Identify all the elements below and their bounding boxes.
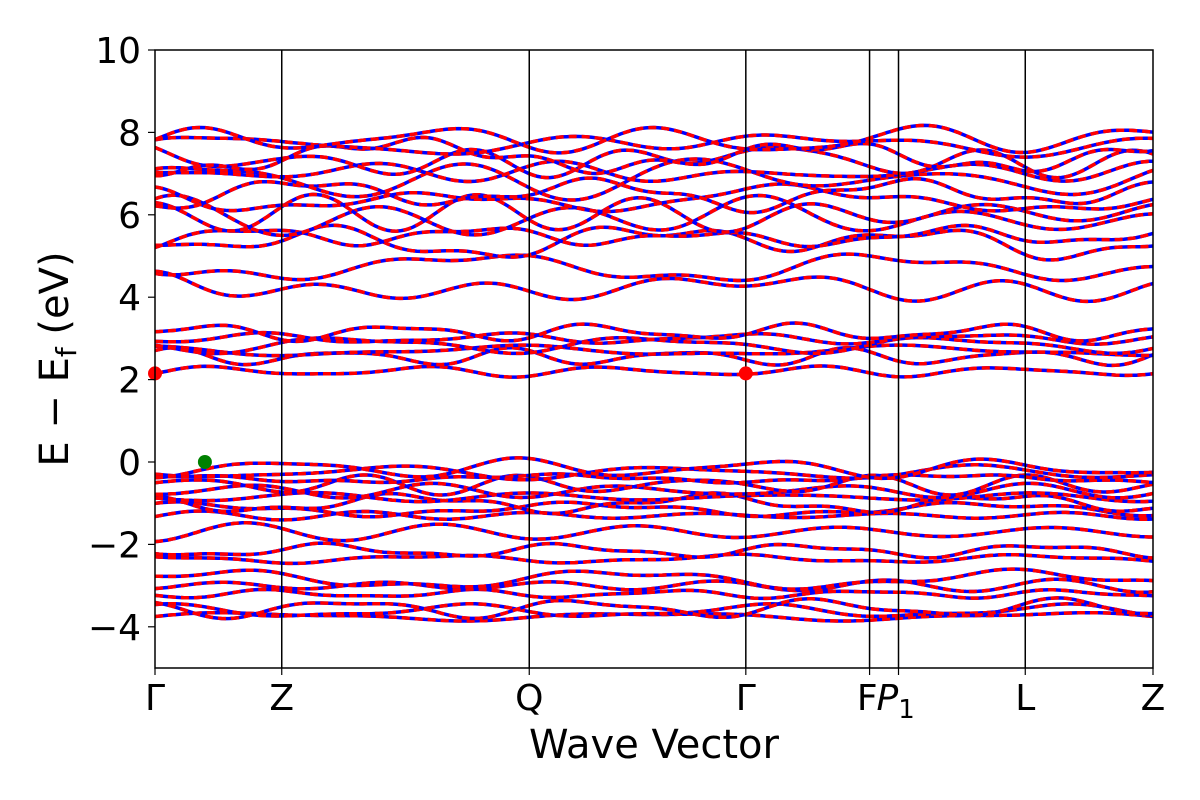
plot-frame (154, 49, 1154, 669)
valence-band-maximum-marker (197, 455, 212, 469)
band-line-red (155, 330, 1153, 346)
x-tick-label: Z (269, 678, 294, 719)
kpoint-lines (280, 50, 1027, 668)
band-line-red (155, 176, 1153, 215)
band-line-red (155, 577, 1153, 595)
band-line-red (155, 145, 1153, 180)
band-line-red (155, 463, 1153, 482)
bands-layer (155, 123, 1153, 623)
band-line-red (155, 481, 1153, 500)
band-line-red (155, 541, 1153, 560)
band-line-red (155, 123, 1153, 155)
x-tick-label: Z (1141, 678, 1166, 719)
band-line-red (155, 157, 1153, 202)
band-line-red (155, 521, 1153, 544)
band-line-red (155, 500, 1153, 519)
band-line-red (155, 269, 1153, 304)
band-line-red (155, 192, 1153, 234)
band-line-red (155, 364, 1153, 379)
y-tick-label: 4 (118, 278, 141, 319)
band-line-red (155, 223, 1153, 250)
band-line-red (155, 182, 1153, 214)
y-tick-label: 8 (118, 113, 141, 154)
band-line-red (155, 552, 1153, 566)
y-axis: −4 −2 0 2 4 6 8 10 (88, 31, 155, 649)
band-line-red (155, 335, 1153, 356)
band-line-blue (155, 145, 1153, 180)
y-tick-label: 6 (118, 196, 141, 237)
y-axis-title-main: E − E (32, 357, 78, 467)
y-tick-label: −4 (88, 608, 141, 649)
band-line-red (155, 587, 1153, 601)
y-axis-title: E − Ef (eV) (32, 251, 83, 466)
markers-layer (148, 366, 753, 469)
y-axis-title-subscript: f (50, 346, 83, 357)
band-line-red (155, 343, 1153, 358)
band-line-red (155, 490, 1153, 504)
x-tick-label: P1 (877, 678, 915, 725)
y-tick-label: 10 (95, 31, 141, 72)
y-axis-title-unit: (eV) (32, 251, 78, 347)
band-line-red (155, 567, 1153, 591)
x-axis-title: Wave Vector (529, 722, 780, 768)
x-tick-label: F (857, 678, 878, 719)
band-line-red (155, 473, 1153, 497)
band-line-red (155, 472, 1153, 485)
band-line-blue (155, 456, 1153, 481)
x-tick-label: L (1015, 678, 1035, 719)
band-line-red (155, 596, 1153, 621)
band-line-red (155, 509, 1153, 522)
x-axis: Γ Z Q Γ FP1 L Z (145, 668, 1165, 725)
band-line-blue (155, 491, 1153, 516)
band-line-red (155, 159, 1153, 184)
x-tick-label: Q (515, 678, 543, 719)
y-tick-label: 0 (118, 443, 141, 484)
band-line-red (155, 133, 1153, 159)
y-tick-label: −2 (88, 525, 141, 566)
y-tick-label: 2 (118, 361, 141, 402)
x-tick-label: Γ (736, 678, 756, 719)
x-tick-label: Γ (145, 678, 165, 719)
band-line-red (155, 321, 1153, 344)
band-line-blue (155, 252, 1153, 283)
band-line-red (155, 193, 1153, 238)
conduction-band-minimum-marker (738, 366, 753, 381)
